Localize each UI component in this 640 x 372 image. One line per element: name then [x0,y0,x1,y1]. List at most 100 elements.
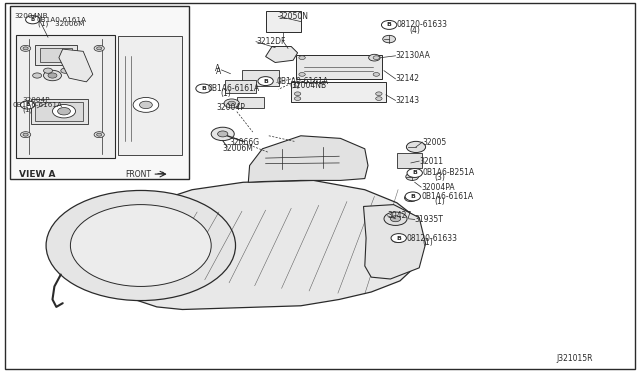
Text: B: B [387,22,392,28]
Circle shape [383,35,396,43]
Polygon shape [95,180,422,310]
Polygon shape [364,205,426,279]
Text: FRONT: FRONT [125,170,151,179]
Text: J321015R: J321015R [557,355,593,363]
Text: A: A [216,67,221,76]
Text: (1): (1) [22,106,33,113]
Circle shape [299,56,305,60]
Text: B: B [26,102,29,108]
Text: 3212DF: 3212DF [256,37,285,46]
Circle shape [224,99,239,108]
Circle shape [406,173,419,180]
Circle shape [218,131,228,137]
Text: (1): (1) [434,197,445,206]
Text: VIEW A: VIEW A [19,170,56,179]
Circle shape [44,70,61,81]
Circle shape [133,97,159,112]
Circle shape [46,190,236,301]
Circle shape [97,47,102,50]
Text: (1): (1) [221,89,232,98]
Circle shape [44,68,52,73]
Circle shape [26,16,40,24]
Circle shape [369,54,380,61]
Bar [31,99,88,124]
Bar [35,102,83,121]
Circle shape [70,205,211,286]
Text: (1)   32006M: (1) 32006M [38,21,84,28]
Text: (3): (3) [434,173,445,182]
Circle shape [373,73,380,76]
Circle shape [140,101,152,109]
Circle shape [58,108,70,115]
Circle shape [196,84,211,93]
Circle shape [20,132,31,138]
Polygon shape [59,49,93,82]
Text: (1): (1) [289,81,300,90]
Circle shape [390,216,401,222]
Text: 08120-61633: 08120-61633 [397,20,448,29]
Circle shape [20,101,35,109]
Polygon shape [248,136,368,182]
Circle shape [405,192,420,201]
Bar [40,48,72,62]
Circle shape [61,68,70,73]
Text: 32006M: 32006M [223,144,253,153]
Text: 32142: 32142 [396,74,420,83]
Text: (1): (1) [422,238,433,247]
Text: 0B1A6-6161A: 0B1A6-6161A [208,84,260,93]
Bar [266,11,301,32]
Text: B: B [263,78,268,84]
Circle shape [384,212,407,225]
Text: B: B [410,194,415,199]
Bar [16,35,115,158]
Text: B: B [396,235,401,241]
Text: 30427: 30427 [387,211,412,220]
Circle shape [294,97,301,100]
Text: 32004NB: 32004NB [291,81,326,90]
Circle shape [33,73,42,78]
Text: 32004PA: 32004PA [421,183,455,192]
Text: 32143: 32143 [396,96,420,105]
Text: 32066G: 32066G [229,138,259,147]
Bar [291,82,386,102]
Text: 31935T: 31935T [415,215,444,224]
Circle shape [48,73,57,78]
Text: 0B1A6-B251A: 0B1A6-B251A [422,169,474,177]
Circle shape [294,92,301,96]
Bar [237,97,264,108]
Circle shape [381,20,397,29]
Circle shape [52,105,76,118]
Circle shape [94,45,104,51]
Circle shape [407,169,422,177]
Text: 32004NB: 32004NB [14,13,48,19]
Circle shape [376,92,382,96]
Text: 32130AA: 32130AA [396,51,430,60]
Circle shape [404,194,417,202]
Circle shape [376,97,382,100]
Text: 0B1A0-6161A: 0B1A0-6161A [36,17,86,23]
Polygon shape [266,46,298,62]
Text: 08120-61633: 08120-61633 [406,234,458,243]
Circle shape [228,101,236,106]
Text: 32005: 32005 [422,138,447,147]
Text: B: B [31,17,35,22]
Circle shape [94,132,104,138]
Circle shape [299,73,305,76]
Text: 0B1A0-6161A: 0B1A0-6161A [276,77,328,86]
Text: 32004P: 32004P [22,97,50,103]
Bar [10,6,189,179]
Bar [225,80,256,93]
Circle shape [20,45,31,51]
Circle shape [391,234,406,243]
Bar [296,55,382,79]
Circle shape [23,133,28,136]
Circle shape [373,56,380,60]
Text: 32050N: 32050N [278,12,308,21]
Text: (4): (4) [410,26,420,35]
Circle shape [97,133,102,136]
Circle shape [258,77,273,86]
Text: B: B [412,170,417,176]
Circle shape [406,141,426,153]
Bar [118,36,182,155]
Circle shape [392,235,404,243]
